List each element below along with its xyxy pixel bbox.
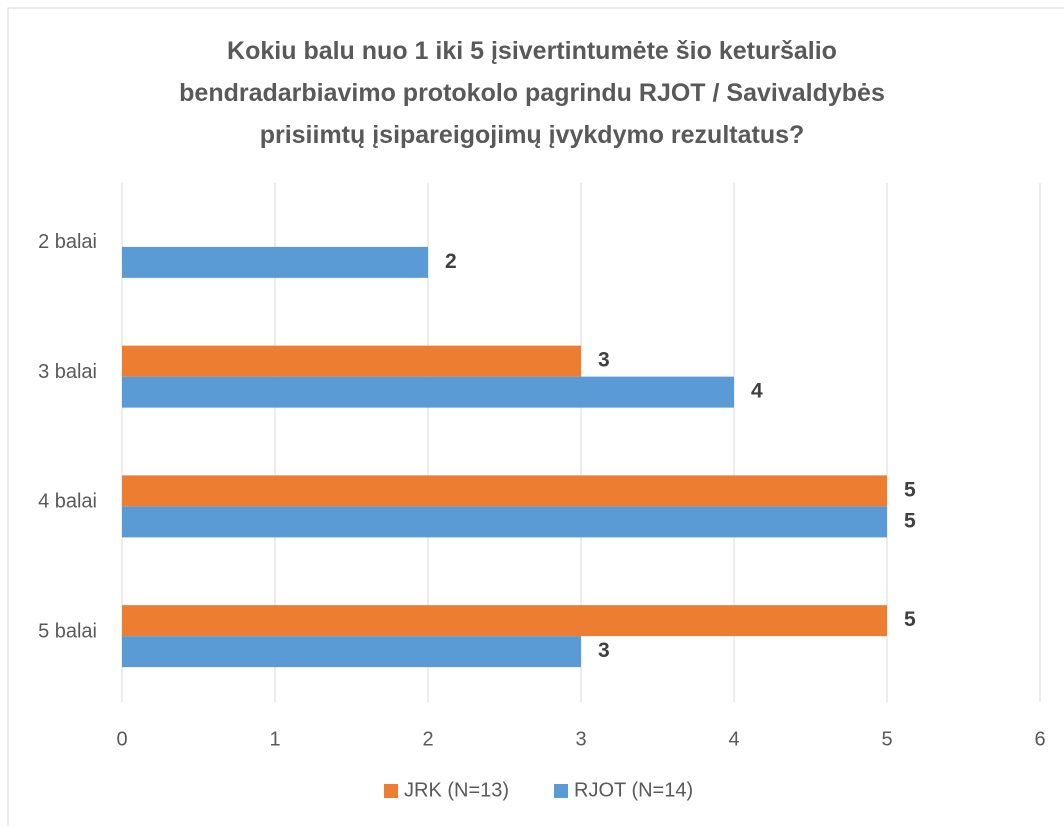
legend-label: JRK (N=13) [404,779,509,801]
bar [122,345,581,377]
bar [122,475,887,507]
x-tick-label: 1 [269,728,280,750]
y-tick-label: 2 balai [38,231,97,253]
bar [122,605,887,637]
value-label: 5 [904,608,916,631]
legend-swatch [554,784,569,798]
x-tick-label: 2 [422,728,433,750]
value-label: 3 [598,639,610,662]
bar [122,376,734,408]
y-tick-label: 4 balai [38,491,97,513]
x-tick-label: 3 [575,728,586,750]
x-tick-label: 0 [116,728,127,750]
value-label: 2 [445,250,457,273]
bar [122,506,887,538]
x-tick-label: 5 [881,728,892,750]
y-tick-label: 3 balai [38,361,97,383]
legend-label: RJOT (N=14) [574,779,693,801]
x-tick-label: 4 [728,728,739,750]
value-label: 3 [598,349,610,372]
y-tick-label: 5 balai [38,620,97,642]
chart-title: Kokiu balu nuo 1 iki 5 įsivertintumėte š… [179,37,885,149]
value-label: 5 [904,509,916,532]
legend-swatch [384,784,398,798]
value-label: 4 [751,380,763,403]
chart-border [7,7,1064,826]
bar [122,636,581,668]
x-tick-label: 6 [1034,728,1045,750]
value-label: 5 [904,478,916,501]
bar [122,246,428,278]
